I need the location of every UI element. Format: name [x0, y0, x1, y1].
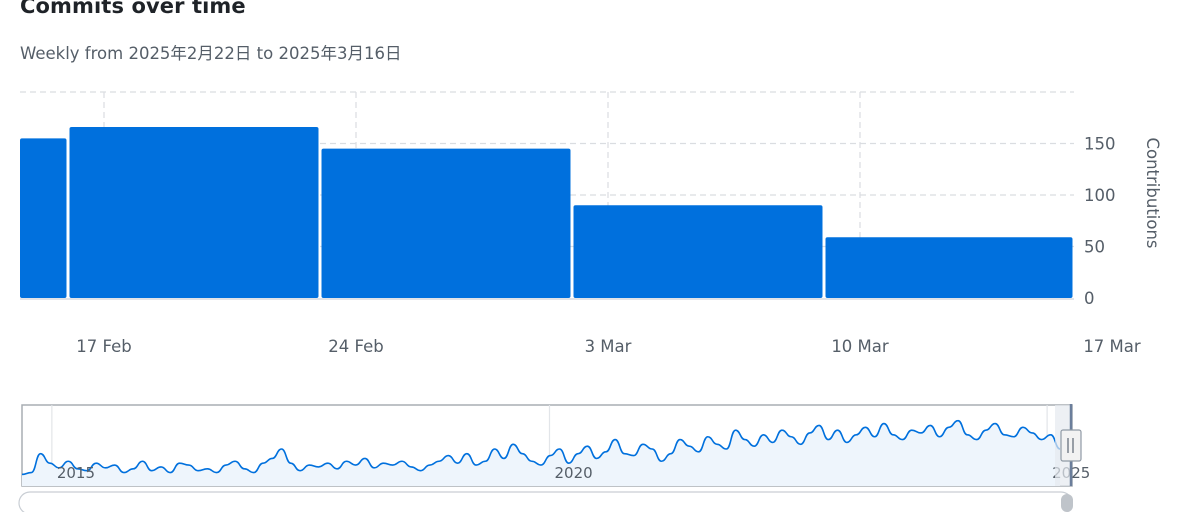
y-axis: 0 50 100 150: [1084, 135, 1116, 309]
chart-title: Commits over time: [20, 0, 246, 18]
x-tick-label: 3 Mar: [585, 337, 632, 356]
y-tick-label: 50: [1084, 238, 1105, 257]
x-tick-label: 17 Feb: [76, 337, 131, 356]
bar[interactable]: [573, 205, 823, 298]
navigator-scrollbar[interactable]: [18, 491, 1073, 512]
bar[interactable]: [825, 237, 1073, 298]
scrollbar-track[interactable]: [18, 491, 1073, 512]
x-tick-label: 24 Feb: [328, 337, 383, 356]
navigator[interactable]: 201520202025: [21, 404, 1090, 487]
bar[interactable]: [20, 138, 67, 298]
chart-subtitle: Weekly from 2025年2月22日 to 2025年3月16日: [20, 44, 402, 63]
scrollbar-thumb[interactable]: [1061, 494, 1073, 512]
navigator-year-label: 2015: [57, 464, 95, 482]
x-tick-label: 10 Mar: [831, 337, 889, 356]
bar[interactable]: [321, 148, 571, 298]
y-tick-label: 100: [1084, 186, 1116, 205]
navigator-area: [22, 420, 1060, 486]
navigator-year-label: 2020: [554, 464, 592, 482]
x-axis: 17 Feb 24 Feb 3 Mar 10 Mar 17 Mar: [76, 337, 1141, 356]
navigator-handle[interactable]: [1060, 429, 1082, 462]
y-tick-label: 0: [1084, 289, 1095, 308]
y-tick-label: 150: [1084, 135, 1116, 154]
y-axis-title: Contributions: [1143, 137, 1162, 248]
bars: [20, 127, 1074, 300]
bar[interactable]: [69, 127, 319, 299]
x-tick-label: 17 Mar: [1083, 337, 1141, 356]
navigator-line: [21, 419, 1061, 476]
